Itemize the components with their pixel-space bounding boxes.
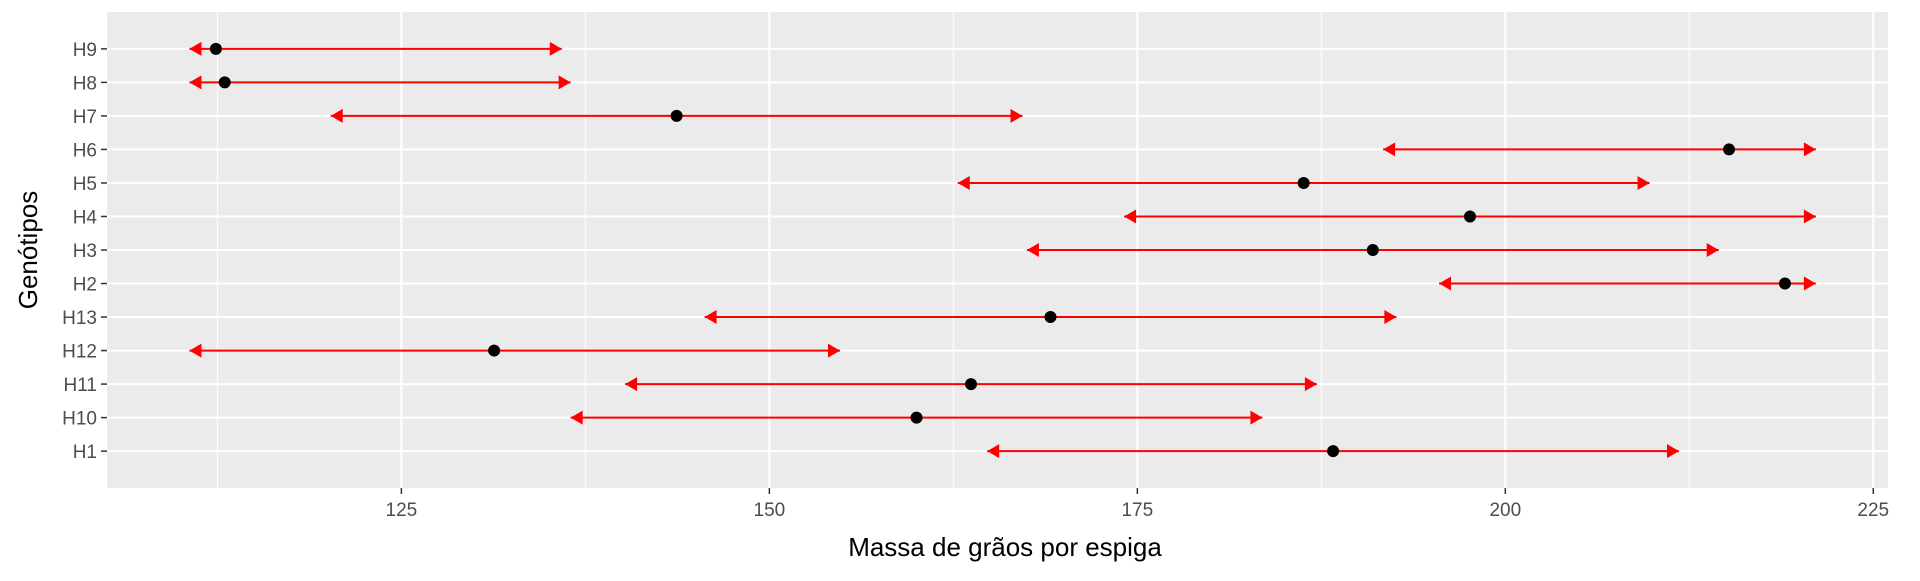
mean-point-H10 bbox=[910, 411, 923, 424]
x-axis-title: Massa de grãos por espiga bbox=[848, 532, 1162, 562]
mean-point-H9 bbox=[209, 42, 222, 55]
mean-point-H2 bbox=[1778, 277, 1791, 290]
x-tick-label: 150 bbox=[754, 500, 786, 521]
interval-H2 bbox=[1439, 276, 1816, 291]
arrowhead-right bbox=[1803, 142, 1816, 157]
arrowhead-right bbox=[558, 75, 571, 90]
arrowhead-right bbox=[828, 343, 841, 358]
arrowhead-right bbox=[1637, 175, 1650, 190]
arrowhead-right bbox=[1666, 444, 1679, 459]
mean-point-H3 bbox=[1366, 244, 1379, 256]
x-tick-label: 175 bbox=[1121, 500, 1153, 521]
arrowhead-right bbox=[1803, 276, 1816, 291]
y-tick-label: H6 bbox=[73, 140, 97, 161]
y-axis-title: Genótipos bbox=[13, 191, 43, 310]
interval-H12 bbox=[189, 343, 841, 358]
y-tick-label: H2 bbox=[73, 275, 97, 296]
interval-H6 bbox=[1383, 142, 1816, 157]
arrowhead-right bbox=[1803, 209, 1816, 224]
arrowhead-right bbox=[1384, 310, 1397, 325]
arrowhead-right bbox=[1250, 410, 1263, 425]
y-tick-label: H10 bbox=[62, 409, 97, 430]
y-tick-label: H4 bbox=[73, 207, 98, 228]
point-layer bbox=[209, 42, 1791, 458]
mean-point-H1 bbox=[1327, 445, 1340, 458]
arrowhead-right bbox=[549, 41, 562, 56]
y-tick-label: H12 bbox=[62, 342, 97, 363]
arrowhead-left bbox=[704, 310, 717, 325]
arrowhead-left bbox=[1124, 209, 1137, 224]
mean-point-H7 bbox=[670, 109, 683, 122]
x-tick-label: 125 bbox=[386, 500, 418, 521]
mean-point-H12 bbox=[488, 344, 501, 357]
arrowhead-right bbox=[1304, 377, 1317, 392]
x-axis: 125 150 175 200 225 bbox=[386, 488, 1889, 521]
mean-point-H4 bbox=[1463, 210, 1476, 223]
arrowhead-right bbox=[1706, 243, 1719, 257]
interval-H8 bbox=[189, 75, 571, 90]
mean-point-H6 bbox=[1723, 143, 1736, 156]
interval-H9 bbox=[189, 41, 562, 56]
y-tick-label: H11 bbox=[64, 375, 97, 396]
arrowhead-left bbox=[330, 108, 343, 123]
arrowhead-right bbox=[1010, 108, 1023, 123]
y-tick-label: H1 bbox=[73, 442, 97, 463]
y-tick-label: H8 bbox=[73, 73, 97, 94]
y-tick-label: H7 bbox=[73, 107, 97, 128]
y-axis: H1 H10 H11 H12 H13 H2 H3 H4 H5 H6 H7 H8 H9 bbox=[62, 40, 107, 463]
arrowhead-left bbox=[189, 75, 202, 90]
arrowhead-left bbox=[1439, 276, 1452, 291]
arrowhead-left bbox=[570, 410, 583, 425]
y-tick-label: H9 bbox=[73, 40, 97, 61]
arrowhead-left bbox=[957, 175, 970, 190]
y-tick-label: H3 bbox=[73, 241, 97, 262]
mean-point-H8 bbox=[218, 76, 231, 89]
x-tick-label: 225 bbox=[1857, 500, 1889, 521]
arrowhead-left bbox=[987, 444, 1000, 459]
x-tick-label: 200 bbox=[1489, 500, 1521, 521]
y-tick-label: H5 bbox=[73, 174, 97, 195]
arrowhead-left bbox=[189, 343, 202, 358]
mean-point-H13 bbox=[1044, 311, 1057, 324]
arrowhead-left bbox=[625, 377, 638, 392]
arrowhead-left bbox=[1383, 142, 1396, 157]
arrowhead-left bbox=[1026, 243, 1039, 257]
arrowhead-left bbox=[189, 41, 202, 56]
mean-point-H11 bbox=[965, 378, 978, 391]
mean-point-H5 bbox=[1297, 176, 1310, 189]
y-tick-label: H13 bbox=[62, 308, 97, 329]
